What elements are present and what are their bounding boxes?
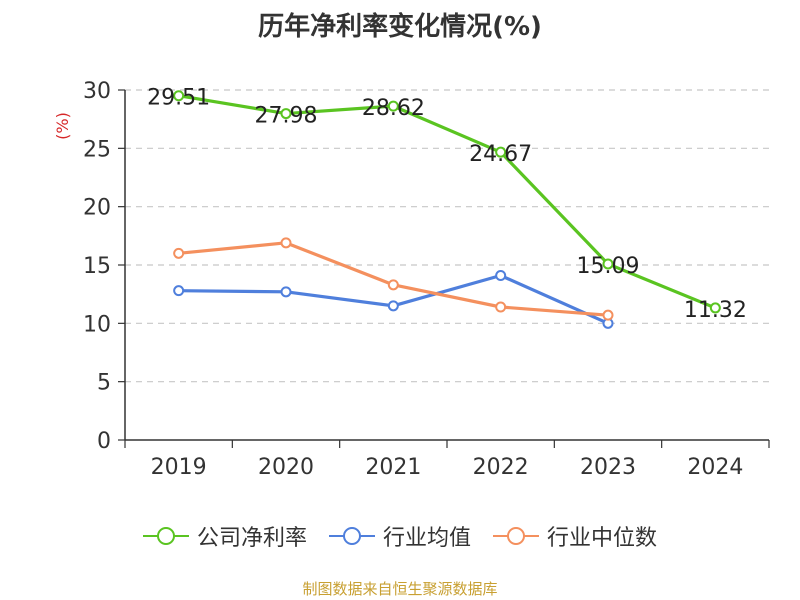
data-point bbox=[387, 300, 399, 312]
data-label: 29.51 bbox=[147, 86, 210, 111]
legend-label-industry-mean: 行业均值 bbox=[382, 526, 471, 551]
data-point bbox=[602, 258, 614, 270]
legend-swatch-industry-mean bbox=[328, 527, 375, 545]
data-point bbox=[495, 146, 507, 158]
data-point bbox=[495, 301, 507, 313]
x-tick-label: 2023 bbox=[580, 455, 636, 480]
data-point bbox=[387, 279, 399, 291]
data-label: 15.09 bbox=[577, 254, 640, 279]
x-tick-label: 2024 bbox=[687, 455, 743, 480]
y-tick-label: 10 bbox=[83, 312, 111, 337]
data-point bbox=[387, 100, 399, 112]
data-point bbox=[280, 108, 292, 120]
data-label: 11.32 bbox=[684, 298, 747, 323]
data-label: 24.67 bbox=[469, 142, 532, 167]
y-tick-label: 0 bbox=[97, 429, 111, 454]
data-point bbox=[602, 309, 614, 321]
legend-label-company: 公司净利率 bbox=[196, 526, 307, 551]
legend-item-industry-median[interactable]: 行业中位数 bbox=[493, 520, 657, 552]
y-tick-label: 20 bbox=[83, 196, 111, 221]
y-tick-label: 5 bbox=[97, 371, 111, 396]
x-tick-label: 2021 bbox=[365, 455, 421, 480]
source-note: 制图数据来自恒生聚源数据库 bbox=[302, 580, 498, 598]
legend-label-industry-median: 行业中位数 bbox=[547, 526, 658, 551]
data-point bbox=[495, 270, 507, 281]
legend-item-industry-mean[interactable]: 行业均值 bbox=[328, 520, 471, 552]
chart-title: 历年净利率变化情况(%) bbox=[258, 12, 542, 42]
x-tick-label: 2022 bbox=[473, 455, 529, 480]
legend-item-company[interactable]: 公司净利率 bbox=[142, 520, 307, 552]
y-tick-label: 15 bbox=[83, 254, 111, 279]
x-tick-label: 2019 bbox=[151, 455, 207, 480]
legend-swatch-company bbox=[142, 527, 189, 545]
data-label: 27.98 bbox=[255, 104, 318, 129]
x-tick-label: 2020 bbox=[258, 455, 314, 480]
data-point bbox=[280, 286, 292, 298]
legend: 公司净利率 行业均值 行业中位数 bbox=[0, 520, 800, 552]
data-point bbox=[173, 285, 185, 297]
data-point bbox=[709, 302, 721, 314]
data-point bbox=[280, 237, 292, 249]
data-point bbox=[173, 90, 185, 102]
legend-swatch-industry-median bbox=[493, 527, 539, 545]
y-axis-label: (%) bbox=[53, 112, 72, 140]
y-tick-label: 30 bbox=[83, 79, 111, 104]
y-tick-label: 25 bbox=[83, 137, 111, 162]
data-label: 28.62 bbox=[362, 96, 425, 121]
data-point bbox=[173, 247, 185, 259]
series-line-0 bbox=[178, 94, 716, 310]
